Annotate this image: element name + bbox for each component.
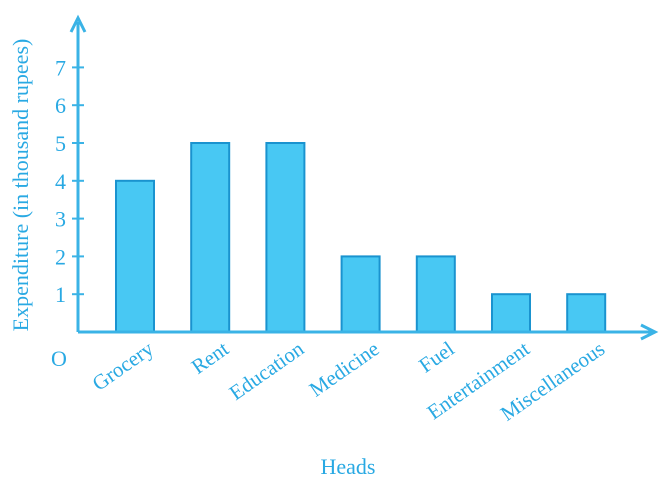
bar-education: [265, 142, 306, 333]
bar-entertainment: [491, 293, 531, 334]
y-axis-line: [69, 14, 87, 332]
y-tick-label-5: 5: [55, 131, 66, 156]
x-tick-label-grocery: Grocery: [88, 336, 159, 395]
x-tick-label-medicine: Medicine: [305, 336, 384, 401]
x-tick-label-education: Education: [225, 336, 309, 405]
y-tick-label-6: 6: [55, 93, 66, 118]
y-tick-label-1: 1: [55, 282, 66, 307]
y-tick-label-2: 2: [55, 244, 66, 269]
y-tick-label-7: 7: [55, 55, 66, 80]
y-axis-title: Expenditure (in thousand rupees): [8, 39, 33, 332]
x-axis-line: [78, 323, 659, 341]
y-ticks-group: 1 2 3 4 5 6 7: [55, 55, 84, 307]
x-axis-title: Heads: [321, 454, 376, 479]
x-tick-label-fuel: Fuel: [414, 336, 458, 377]
bar-grocery: [115, 179, 155, 333]
origin-label: O: [51, 346, 67, 371]
bar-fuel: [415, 255, 456, 333]
bar-medicine: [340, 255, 381, 333]
y-tick-label-3: 3: [55, 207, 66, 232]
bar-rent: [190, 142, 231, 333]
bar-miscellaneous: [566, 293, 607, 334]
y-tick-label-4: 4: [55, 169, 66, 194]
bars-group: [115, 142, 607, 334]
x-tick-label-rent: Rent: [187, 336, 233, 379]
